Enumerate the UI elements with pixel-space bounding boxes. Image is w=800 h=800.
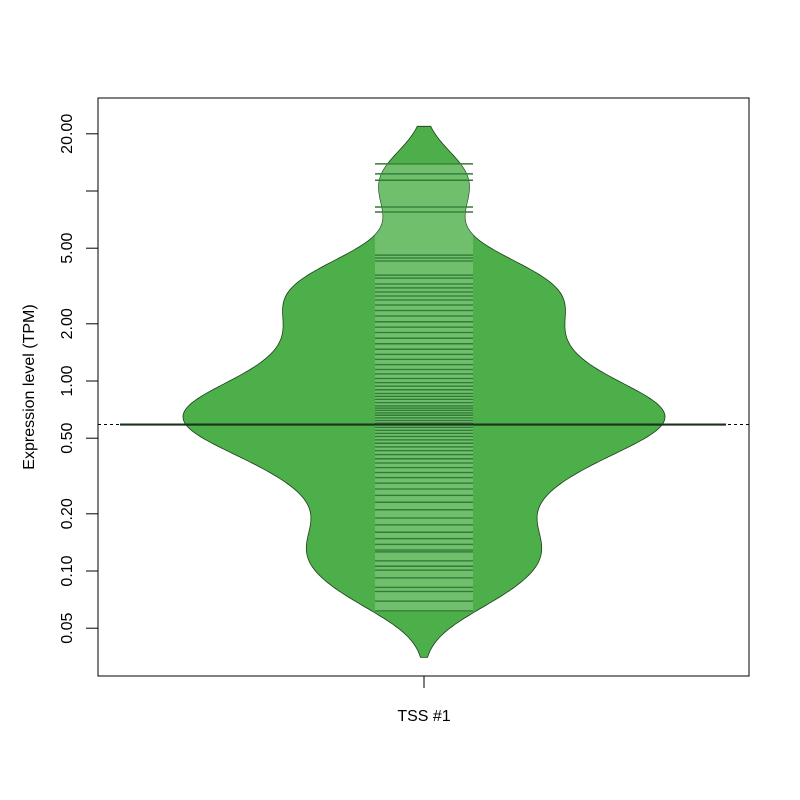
bean-layer [182,125,666,658]
x-tick-label: TSS #1 [397,708,450,725]
y-tick-label: 0.05 [59,613,76,644]
bean-shape [182,125,666,658]
y-tick-label: 1.00 [59,365,76,396]
y-tick-label: 5.00 [59,233,76,264]
bean-lines [98,163,749,612]
y-tick-label: 2.00 [59,308,76,339]
y-tick-label: 20.00 [59,114,76,154]
y-tick-label: 0.10 [59,555,76,586]
y-tick-label: 0.20 [59,498,76,529]
y-axis: 20.00 5.00 2.00 1.00 0.50 0.20 0.10 0.05 [59,114,99,644]
bean-band [375,163,473,611]
y-axis-label: Expression level (TPM) [21,304,38,469]
y-tick-label: 0.50 [59,423,76,454]
